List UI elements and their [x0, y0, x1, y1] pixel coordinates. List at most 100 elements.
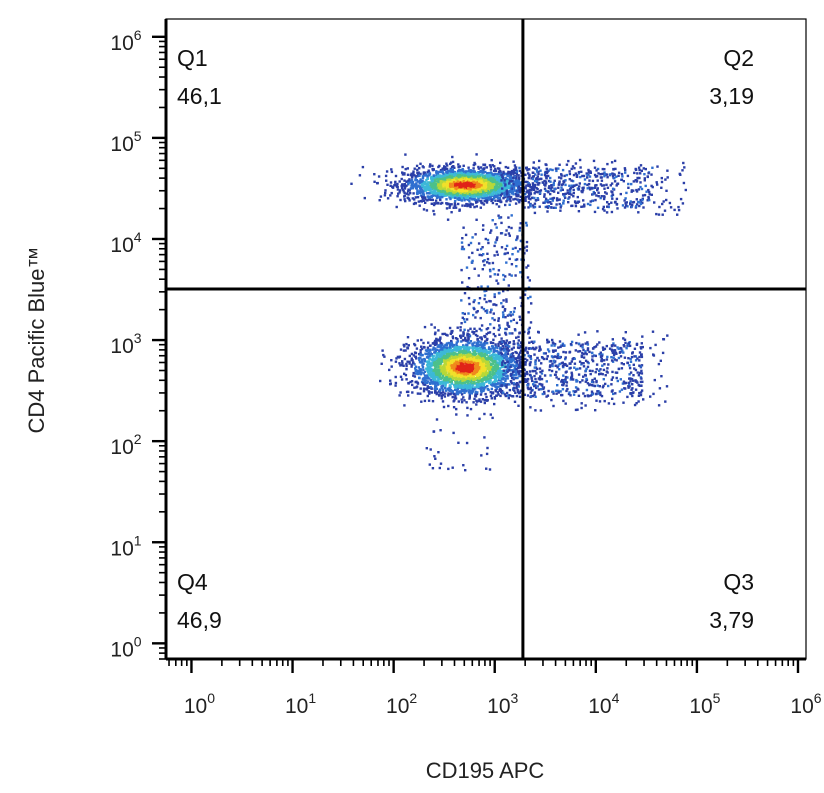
density-point — [638, 201, 642, 204]
density-point — [597, 195, 600, 198]
density-point — [580, 190, 583, 193]
density-point — [539, 169, 542, 172]
density-point — [471, 195, 474, 199]
density-point — [589, 170, 592, 174]
density-point — [439, 362, 442, 365]
density-point — [433, 187, 436, 190]
density-point — [475, 173, 478, 176]
density-point — [452, 368, 456, 371]
density-point — [428, 165, 431, 168]
density-point — [481, 169, 485, 172]
density-point — [455, 184, 458, 187]
density-point — [586, 202, 590, 206]
density-point — [529, 198, 532, 201]
density-point — [497, 176, 500, 179]
density-point — [444, 185, 447, 188]
density-point — [503, 186, 506, 189]
density-point — [466, 198, 470, 201]
density-point — [457, 202, 460, 206]
density-point — [506, 383, 509, 386]
density-point — [396, 182, 399, 186]
density-point — [535, 168, 539, 171]
density-point — [643, 193, 647, 197]
density-point — [488, 350, 491, 353]
density-point — [477, 274, 480, 277]
density-point — [486, 252, 489, 255]
density-point — [431, 164, 434, 168]
density-point — [444, 182, 447, 185]
density-point — [630, 182, 633, 186]
density-point — [467, 312, 470, 315]
density-point — [463, 189, 467, 193]
density-point — [475, 392, 479, 396]
density-point — [568, 178, 571, 181]
density-point — [450, 331, 454, 334]
density-point — [544, 189, 548, 192]
density-point — [496, 375, 500, 379]
density-point — [432, 174, 436, 177]
density-point — [646, 175, 649, 178]
density-point — [441, 186, 445, 190]
density-point — [582, 205, 585, 208]
density-point — [636, 176, 639, 180]
density-point — [517, 177, 521, 180]
density-point — [629, 200, 632, 203]
density-point — [638, 176, 641, 180]
density-point — [527, 182, 530, 185]
density-point — [450, 182, 453, 186]
density-point — [514, 197, 517, 201]
density-point — [620, 178, 624, 181]
density-point — [504, 316, 507, 319]
density-point — [445, 183, 448, 186]
density-point — [507, 225, 511, 229]
density-point — [460, 268, 463, 272]
density-point — [407, 183, 410, 186]
density-point — [471, 330, 474, 333]
density-point — [441, 188, 444, 191]
density-point — [401, 183, 404, 186]
density-point — [418, 167, 421, 170]
density-point — [526, 377, 530, 381]
density-point — [430, 195, 433, 198]
density-point — [401, 188, 405, 191]
density-point — [479, 170, 482, 173]
density-point — [480, 188, 484, 192]
density-point — [462, 347, 466, 350]
density-point — [616, 182, 620, 185]
density-point — [506, 321, 509, 325]
density-point — [632, 189, 635, 192]
density-point — [511, 369, 514, 372]
density-point — [445, 198, 448, 201]
density-point — [499, 379, 502, 382]
density-point — [625, 201, 628, 204]
density-point — [439, 191, 443, 194]
density-point — [430, 175, 434, 179]
density-point — [423, 374, 427, 377]
density-point — [518, 248, 522, 251]
density-point — [589, 200, 592, 203]
density-point — [458, 209, 461, 212]
density-point — [408, 360, 411, 363]
density-point — [460, 401, 464, 404]
density-point — [615, 184, 618, 187]
density-point — [578, 158, 582, 162]
density-point — [524, 198, 527, 202]
density-point — [433, 183, 436, 186]
density-point — [506, 251, 509, 255]
density-point — [505, 327, 508, 331]
density-point — [435, 387, 438, 391]
density-point — [471, 387, 474, 391]
density-point — [504, 184, 507, 188]
density-point — [418, 181, 421, 184]
density-point — [511, 190, 514, 193]
density-point — [508, 180, 512, 183]
density-point — [418, 352, 421, 356]
density-point — [464, 387, 467, 390]
density-point — [493, 397, 497, 400]
density-point — [471, 259, 474, 263]
density-point — [428, 187, 431, 190]
density-point — [461, 189, 464, 192]
density-point — [473, 195, 477, 198]
density-point — [602, 205, 605, 209]
density-point — [470, 389, 473, 392]
